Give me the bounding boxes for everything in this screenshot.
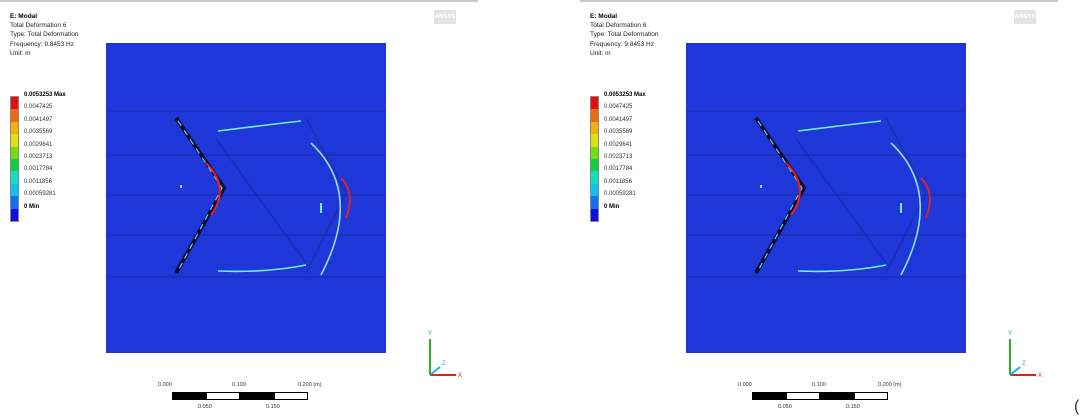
scale-segment: [206, 392, 240, 400]
scale-tick-label: 0.000: [738, 382, 752, 388]
legend-swatch: [591, 208, 598, 221]
legend-label: 0.00059281: [604, 191, 636, 198]
legend-label: 0.0011856: [24, 178, 52, 185]
result-frequency: Frequency: 9.8453 Hz: [590, 40, 654, 48]
legend-label: 0.0053253 Max: [24, 92, 66, 98]
result-info: E: Modal Total Deformation 6 Type: Total…: [10, 12, 79, 58]
scale-bar: 0.000 0.100 0.200 (m) 0.050 0.150: [732, 380, 922, 412]
legend-swatch: [591, 121, 598, 135]
deformed-mesh-graphic: [686, 110, 966, 278]
model-viewport[interactable]: [686, 43, 966, 353]
legend-label: 0.0041497: [604, 116, 633, 123]
legend-label: 0 Min: [604, 203, 620, 210]
legend-label: 0.0053253 Max: [604, 92, 646, 98]
legend-label: 0.0029641: [24, 141, 53, 148]
result-name: Total Deformation 6: [10, 22, 67, 30]
result-type: Type: Total Deformation: [590, 31, 659, 39]
analysis-title: E: Modal: [590, 13, 618, 20]
legend-swatch: [11, 134, 18, 147]
axis-triad[interactable]: Y X Z: [418, 325, 468, 385]
scale-sub-label: 0.050: [198, 404, 212, 410]
result-unit: Unit: m: [10, 49, 31, 57]
scale-segment: [786, 392, 820, 400]
result-info: E: Modal Total Deformation 6 Type: Total…: [590, 12, 659, 58]
legend-swatch: [591, 183, 598, 197]
legend-label: 0.0047425: [24, 104, 53, 111]
legend-swatch: [11, 109, 18, 122]
scale-tick-label: 0.200 (m): [878, 382, 902, 388]
legend-swatch: [11, 208, 18, 221]
legend-label: 0.0017784: [604, 166, 633, 173]
scale-tick-label: 0.000: [158, 382, 172, 388]
scale-segment: [240, 392, 274, 400]
scale-segment: [172, 392, 206, 400]
result-panel-right: E: Modal Total Deformation 6 Type: Total…: [580, 0, 1058, 418]
triad-x-label: X: [1038, 373, 1042, 379]
legend-swatch: [11, 158, 18, 172]
triad-y-label: Y: [428, 331, 432, 337]
result-frequency: Frequency: 9.8453 Hz: [10, 40, 74, 48]
edge-glyph: (: [1074, 398, 1080, 415]
legend-label: 0.0035569: [24, 129, 53, 136]
panel-border: [0, 0, 478, 2]
legend-label: 0 Min: [24, 203, 40, 210]
triad-z-label: Z: [442, 361, 446, 367]
legend-label: 0.00059281: [24, 191, 56, 198]
triad-x-label: X: [458, 373, 462, 379]
legend-swatch: [11, 183, 18, 197]
result-name: Total Deformation 6: [590, 22, 647, 30]
scale-tick-label: 0.200 (m): [298, 382, 322, 388]
result-panel-left: E: Modal Total Deformation 6 Type: Total…: [0, 0, 478, 418]
legend-swatch: [11, 121, 18, 135]
panel-border: [580, 0, 1058, 2]
legend-swatch: [591, 158, 598, 172]
triad-icon: Y X Z: [1008, 331, 1042, 379]
axis-triad[interactable]: Y X Z: [998, 325, 1048, 385]
scale-tick-label: 0.100: [232, 382, 246, 388]
scale-bar: 0.000 0.100 0.200 (m) 0.050 0.150: [152, 380, 342, 412]
ansys-logo: ANSYS: [434, 10, 456, 24]
legend-swatch: [11, 146, 18, 159]
scale-segment: [820, 392, 854, 400]
legend-label: 0.0017784: [24, 166, 53, 173]
analysis-title: E: Modal: [10, 13, 38, 20]
triad-icon: Y X Z: [428, 331, 462, 379]
legend-label: 0.0041497: [24, 116, 53, 123]
legend-swatch: [591, 146, 598, 159]
legend-swatch: [591, 134, 598, 147]
scale-sub-label: 0.150: [846, 404, 860, 410]
scale-segment: [752, 392, 786, 400]
legend-swatch: [591, 171, 598, 184]
legend-label: 0.0029641: [604, 141, 633, 148]
ansys-logo: ANSYS: [1014, 10, 1036, 24]
legend-color-bar: [10, 96, 19, 222]
scale-sub-label: 0.150: [266, 404, 280, 410]
model-viewport[interactable]: [106, 43, 386, 353]
legend-label: 0.0047425: [604, 104, 633, 111]
scale-tick-label: 0.100: [812, 382, 826, 388]
legend-swatch: [591, 97, 598, 110]
triad-z-label: Z: [1022, 361, 1026, 367]
legend-label: 0.0023713: [604, 154, 633, 160]
legend-swatch: [591, 109, 598, 122]
triad-y-label: Y: [1008, 331, 1012, 337]
scale-segment: [854, 392, 888, 400]
scale-sub-label: 0.050: [778, 404, 792, 410]
legend-label: 0.0035569: [604, 129, 633, 136]
legend-label: 0.0011856: [604, 178, 632, 185]
legend-label: 0.0023713: [24, 154, 53, 160]
legend-swatch: [11, 196, 18, 209]
legend-swatch: [591, 196, 598, 209]
deformed-mesh-graphic: [106, 110, 386, 278]
legend-swatch: [11, 97, 18, 110]
legend-swatch: [11, 171, 18, 184]
result-unit: Unit: m: [590, 49, 611, 57]
legend-color-bar: [590, 96, 599, 222]
scale-segment: [274, 392, 308, 400]
result-type: Type: Total Deformation: [10, 31, 79, 39]
